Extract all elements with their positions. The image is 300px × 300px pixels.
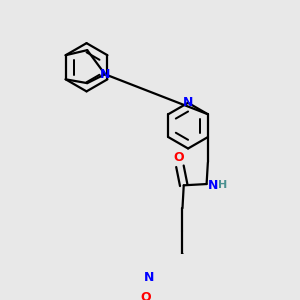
Text: N: N xyxy=(144,271,154,284)
Text: O: O xyxy=(173,151,184,164)
Text: H: H xyxy=(218,180,228,190)
Text: O: O xyxy=(140,291,151,300)
Text: N: N xyxy=(100,68,110,81)
Text: N: N xyxy=(183,96,193,109)
Text: N: N xyxy=(208,179,218,192)
